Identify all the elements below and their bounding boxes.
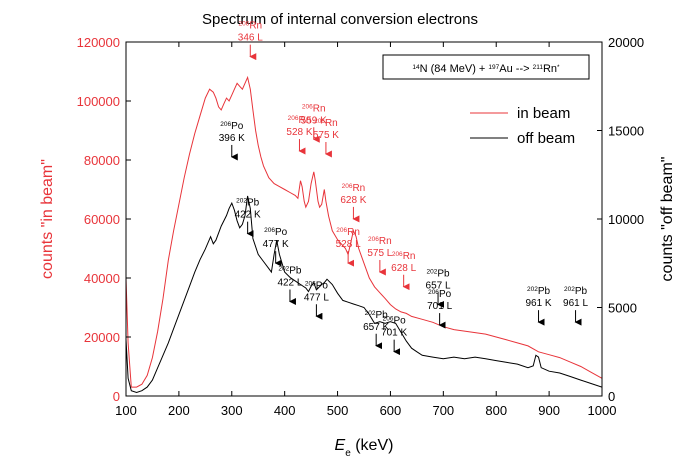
x-tick-label: 700 — [432, 403, 454, 418]
peak-line-label: 657 K — [363, 322, 389, 333]
peak-isotope-label: 206Rn — [314, 118, 338, 130]
y-left-tick-label: 0 — [113, 389, 120, 404]
x-tick-label: 400 — [274, 403, 296, 418]
peak-isotope-label: 206Po — [305, 280, 329, 292]
peak-line-label: 422 K — [235, 210, 261, 221]
y-left-tick-label: 60000 — [84, 212, 120, 227]
peak-line-label: 396 K — [219, 133, 245, 144]
peak-line-label: 628 K — [340, 195, 366, 206]
y-right-tick-label: 5000 — [608, 301, 637, 316]
reaction-box: 14N (84 MeV) + 197Au --> 211Rn* — [382, 54, 590, 80]
x-tick-label: 900 — [538, 403, 560, 418]
y-left-tick-label: 80000 — [84, 153, 120, 168]
peak-isotope-label: 202Pb — [278, 265, 302, 277]
y-right-tick-label: 15000 — [608, 124, 644, 139]
peak-isotope-label: 202Pb — [527, 286, 551, 298]
peak-isotope-label: 206Po — [383, 315, 407, 327]
legend-label-in-beam: in beam — [517, 105, 570, 122]
legend-label-off-beam: off beam — [517, 130, 575, 147]
x-tick-label: 100 — [115, 403, 137, 418]
peak-isotope-label: 206Rn — [342, 182, 366, 194]
peak-line-label: 961 K — [525, 298, 551, 309]
series-line-off-beam — [126, 195, 602, 394]
x-tick-label: 500 — [327, 403, 349, 418]
peak-line-label: 477 K — [263, 239, 289, 250]
peak-line-label: 477 L — [304, 292, 329, 303]
peak-line-label: 575 L — [367, 248, 392, 259]
y-axis-left-label: counts "in beam" — [39, 159, 56, 279]
peak-isotope-label: 202Pb — [365, 309, 389, 321]
peak-line-label: 657 L — [426, 280, 451, 291]
peak-line-label: 346 L — [238, 33, 263, 44]
peak-isotope-label: 206Po — [220, 120, 244, 132]
peak-isotope-label: 206Po — [428, 289, 452, 301]
y-right-tick-label: 0 — [608, 389, 615, 404]
peak-line-label: 575 K — [313, 130, 339, 141]
y-right-tick-label: 10000 — [608, 212, 644, 227]
y-left-tick-label: 40000 — [84, 271, 120, 286]
peak-line-label: 701 L — [427, 301, 452, 312]
series-line-in-beam — [126, 75, 602, 388]
y-left-tick-label: 20000 — [84, 330, 120, 345]
peak-isotope-label: 202Pb — [564, 286, 588, 298]
y-axis-right-label: counts "off beam" — [659, 157, 676, 282]
peak-isotope-label: 206Rn — [368, 236, 392, 248]
y-left-tick-label: 120000 — [77, 35, 120, 50]
peak-isotope-label: 202Pb — [426, 268, 450, 280]
peak-line-label: 528 L — [336, 239, 361, 250]
x-tick-label: 1000 — [588, 403, 617, 418]
peak-isotope-label: 206Rn — [302, 103, 326, 115]
peak-isotope-label: 206Rn — [288, 115, 312, 127]
peak-line-label: 701 K — [381, 328, 407, 339]
peak-line-label: 528 K — [286, 127, 312, 138]
x-tick-label: 200 — [168, 403, 190, 418]
x-tick-label: 300 — [221, 403, 243, 418]
x-axis-label: Ee (keV) — [335, 437, 394, 459]
reaction-label: 14N (84 MeV) + 197Au --> 211Rn* — [412, 63, 560, 75]
plot-frame — [125, 41, 603, 397]
y-right-tick-label: 20000 — [608, 35, 644, 50]
peak-isotope-label: 206Rn — [238, 20, 262, 32]
peak-line-label: 961 L — [563, 298, 588, 309]
y-left-tick-label: 100000 — [77, 94, 120, 109]
legend: in beam off beam — [470, 105, 575, 147]
peak-isotope-label: 202Pb — [236, 197, 260, 209]
peak-isotope-label: 206Rn — [336, 227, 360, 239]
peak-line-label: 559 K — [301, 115, 327, 126]
peak-line-label: 628 L — [391, 263, 416, 274]
peak-line-label: 422 L — [277, 278, 302, 289]
peak-isotope-label: 206Po — [264, 227, 288, 239]
chart-title: Spectrum of internal conversion electron… — [202, 11, 478, 28]
peak-isotope-label: 206Rn — [392, 250, 416, 262]
x-tick-label: 800 — [485, 403, 507, 418]
x-tick-label: 600 — [380, 403, 402, 418]
